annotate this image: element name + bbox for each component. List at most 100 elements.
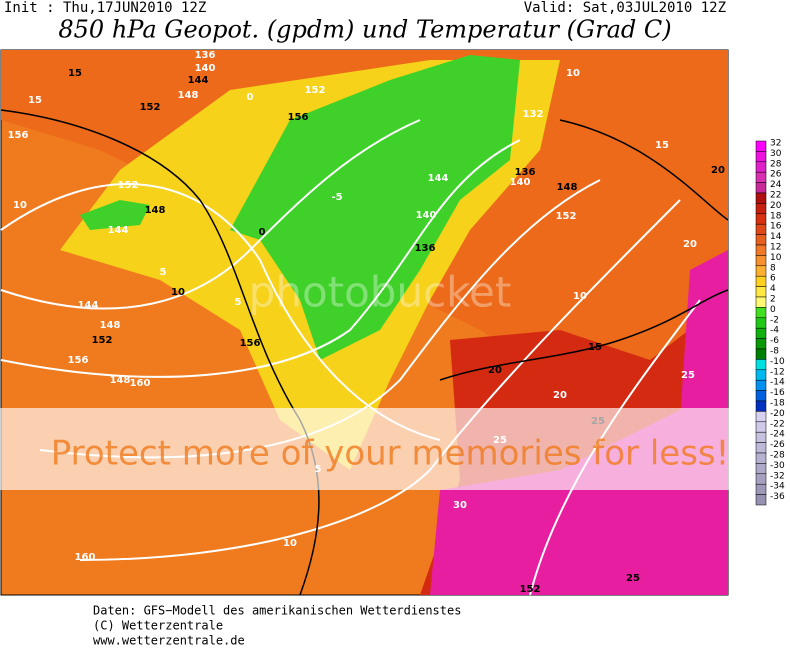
contour-label: 10 <box>573 291 587 302</box>
watermark-slogan: Protect more of your memories for less! <box>51 434 730 474</box>
contour-label: 144 <box>78 300 99 311</box>
legend-label: -16 <box>770 388 785 398</box>
contour-label: 15 <box>655 140 669 151</box>
legend-label: -20 <box>770 409 785 419</box>
legend-label: -26 <box>770 440 785 450</box>
contour-label: 25 <box>681 370 695 381</box>
legend-swatch <box>755 296 767 308</box>
color-legend: 32302826242220181614121086420-2-4-6-8-10… <box>755 139 785 506</box>
watermark-brand: photobucket <box>249 268 512 317</box>
valid-time: Valid: Sat,03JUL2010 12Z <box>524 0 726 16</box>
legend-label: -34 <box>770 482 785 492</box>
legend-label: 20 <box>770 201 782 211</box>
legend-swatch <box>755 442 767 454</box>
contour-label: 10 <box>566 68 580 79</box>
contour-label: 156 <box>8 130 29 141</box>
legend-swatch <box>755 400 767 412</box>
legend-swatch <box>755 452 767 464</box>
legend-swatch <box>755 182 767 194</box>
legend-label: 14 <box>770 232 782 242</box>
contour-label: 136 <box>515 167 536 178</box>
legend-label: -30 <box>770 461 785 471</box>
legend-swatch <box>755 359 767 371</box>
contour-label: 152 <box>140 102 161 113</box>
contour-label: 136 <box>415 243 436 254</box>
contour-label: 5 <box>235 297 242 308</box>
legend-swatch <box>755 390 767 402</box>
legend-swatch <box>755 317 767 329</box>
contour-label: 156 <box>288 112 309 123</box>
legend-label: 4 <box>770 284 776 294</box>
legend-label: -36 <box>770 492 785 502</box>
init-time: Init : Thu,17JUN2010 12Z <box>4 0 206 16</box>
legend-label: -24 <box>770 430 785 440</box>
contour-label: 156 <box>68 355 89 366</box>
legend-swatch <box>755 255 767 267</box>
legend-swatch <box>755 203 767 215</box>
contour-label: 152 <box>92 335 113 346</box>
contour-label: 144 <box>188 75 209 86</box>
contour-label: 148 <box>178 90 199 101</box>
contour-label: 136 <box>195 50 216 61</box>
legend-label: -28 <box>770 451 785 461</box>
legend-label: 2 <box>770 295 776 305</box>
legend-label: -32 <box>770 471 785 481</box>
legend-swatch <box>755 348 767 360</box>
contour-label: 20 <box>488 365 502 376</box>
legend-label: 26 <box>770 170 782 180</box>
contour-label: 148 <box>100 320 121 331</box>
contour-label: 30 <box>453 500 467 511</box>
legend-label: -12 <box>770 367 785 377</box>
legend-label: -14 <box>770 378 785 388</box>
contour-label: 152 <box>305 85 326 96</box>
legend-label: 0 <box>770 305 776 315</box>
legend-swatch <box>755 286 767 298</box>
legend-label: -22 <box>770 419 785 429</box>
contour-label: 148 <box>110 375 131 386</box>
legend-swatch <box>755 151 767 163</box>
contour-label: 5 <box>160 267 167 278</box>
contour-label: 0 <box>247 92 254 103</box>
legend-swatch <box>755 223 767 235</box>
contour-label: 0 <box>259 227 266 238</box>
contour-label: 152 <box>520 584 541 595</box>
contour-label: 152 <box>118 180 139 191</box>
legend-label: -8 <box>770 347 779 357</box>
legend-swatch <box>755 307 767 319</box>
legend-swatch <box>755 483 767 495</box>
contour-label: 160 <box>130 378 151 389</box>
legend-swatch <box>755 431 767 443</box>
footer-source: Daten: GFS−Modell des amerikanischen Wet… <box>93 604 461 618</box>
legend-label: 30 <box>770 149 782 159</box>
legend-swatch <box>755 192 767 204</box>
legend-swatch <box>755 494 767 506</box>
contour-label: 140 <box>195 63 216 74</box>
contour-label: 148 <box>145 205 166 216</box>
contour-label: 140 <box>510 177 531 188</box>
legend-label: 6 <box>770 274 776 284</box>
contour-label: 144 <box>108 225 129 236</box>
map-title: 850 hPa Geopot. (gpdm) und Temperatur (G… <box>58 16 671 44</box>
contour-label: 144 <box>428 173 449 184</box>
watermark-band <box>0 408 790 490</box>
contour-label: 15 <box>68 68 82 79</box>
legend-label: 24 <box>770 180 782 190</box>
contour-label: 20 <box>553 390 567 401</box>
legend-swatch <box>755 213 767 225</box>
footer-copyright: (C) Wetterzentrale <box>93 619 223 633</box>
contour-labels: 1515156152101521481445101441481521561601… <box>8 50 725 595</box>
legend-label: 18 <box>770 211 782 221</box>
contour-label: 20 <box>683 239 697 250</box>
legend-label: -4 <box>770 326 779 336</box>
contour-label: 20 <box>711 165 725 176</box>
legend-label: -6 <box>770 336 779 346</box>
legend-swatch <box>755 327 767 339</box>
legend-label: 28 <box>770 159 782 169</box>
legend-swatch <box>755 275 767 287</box>
temperature-contours <box>0 109 729 596</box>
contour-label: 156 <box>240 338 261 349</box>
contour-label: 148 <box>557 182 578 193</box>
legend-swatch <box>755 473 767 485</box>
legend-swatch <box>755 411 767 423</box>
